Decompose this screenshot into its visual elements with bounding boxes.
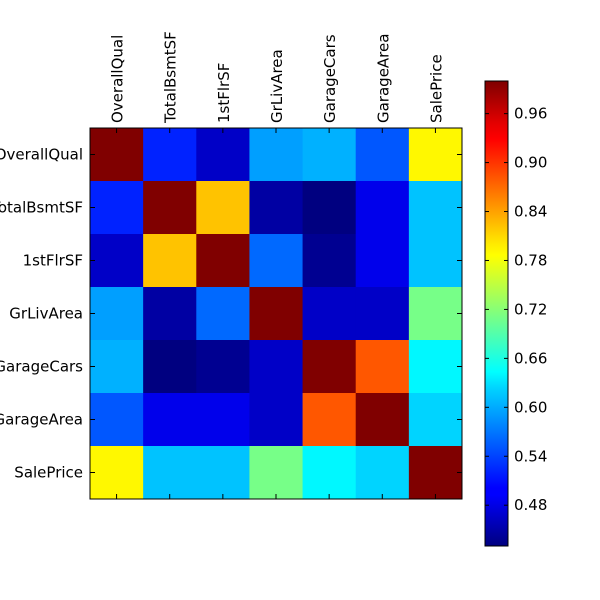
colorbar-ticks: 0.48 0.54 0.60 0.66 0.72 0.78 0.84 0.90 0.96 bbox=[485, 105, 547, 514]
heatmap-cell-5-2 bbox=[196, 393, 250, 447]
y-tick-label-3: GrLivArea bbox=[9, 305, 83, 323]
heatmap-cell-3-5 bbox=[355, 287, 410, 341]
y-tick-label-6: SalePrice bbox=[14, 464, 83, 482]
y-tick-label-0: OverallQual bbox=[0, 146, 83, 164]
heatmap-cell-4-0 bbox=[90, 340, 144, 394]
y-axis-ticks: OverallQual TotalBsmtSF 1stFlrSF GrLivArea G… bbox=[0, 146, 462, 482]
heatmap-cell-3-6 bbox=[408, 287, 463, 341]
heatmap-cell-5-4 bbox=[302, 393, 357, 447]
heatmap-cell-1-5 bbox=[355, 181, 410, 235]
heatmap-cell-5-5 bbox=[355, 393, 410, 447]
heatmap-cell-2-1 bbox=[143, 234, 197, 288]
heatmap-cell-4-1 bbox=[143, 340, 197, 394]
heatmap-cell-3-2 bbox=[196, 287, 250, 341]
colorbar-gradient bbox=[484, 80, 509, 547]
colorbar-tick-label-3: 0.66 bbox=[514, 349, 547, 367]
colorbar-tick-label-8: 0.96 bbox=[514, 105, 547, 123]
heatmap-cell-6-3 bbox=[249, 446, 304, 500]
y-tick-label-2: 1stFlrSF bbox=[23, 252, 83, 270]
y-tick-label-1: TotalBsmtSF bbox=[0, 199, 83, 217]
colorbar-tick-label-2: 0.60 bbox=[514, 398, 547, 416]
y-tick-label-4: GarageCars bbox=[0, 358, 83, 376]
heatmap-cell-6-0 bbox=[90, 446, 144, 500]
heatmap-cell-3-4 bbox=[302, 287, 357, 341]
heatmap-cell-0-2 bbox=[196, 128, 250, 182]
colorbar-tick-label-7: 0.90 bbox=[514, 154, 547, 172]
heatmap-cell-2-2 bbox=[196, 234, 250, 288]
heatmap-cell-1-4 bbox=[302, 181, 357, 235]
x-tick-label-1: TotalBsmtSF bbox=[162, 31, 180, 124]
heatmap-cell-4-6 bbox=[408, 340, 463, 394]
heatmap-cell-4-4 bbox=[302, 340, 357, 394]
x-tick-label-4: GarageCars bbox=[321, 34, 339, 123]
x-tick-label-5: GarageArea bbox=[374, 34, 392, 123]
heatmap-cell-5-0 bbox=[90, 393, 144, 447]
colorbar-tick-label-0: 0.48 bbox=[514, 496, 547, 514]
heatmap-cell-6-5 bbox=[355, 446, 410, 500]
heatmap-cell-5-1 bbox=[143, 393, 197, 447]
heatmap-cell-5-3 bbox=[249, 393, 304, 447]
heatmap-cell-6-1 bbox=[143, 446, 197, 500]
colorbar-tick-label-6: 0.84 bbox=[514, 203, 547, 221]
heatmap-cell-1-0 bbox=[90, 181, 144, 235]
heatmap-cell-0-3 bbox=[249, 128, 304, 182]
heatmap-cell-2-0 bbox=[90, 234, 144, 288]
heatmap-cell-1-1 bbox=[143, 181, 197, 235]
x-tick-label-3: GrLivArea bbox=[268, 49, 286, 123]
heatmap-cell-6-6 bbox=[408, 446, 463, 500]
colorbar-tick-label-5: 0.78 bbox=[514, 251, 547, 269]
heatmap-cell-2-3 bbox=[249, 234, 304, 288]
heatmap-cell-4-5 bbox=[355, 340, 410, 394]
colorbar: 0.48 0.54 0.60 0.66 0.72 0.78 0.84 0.90 0.96 bbox=[484, 80, 547, 547]
heatmap-cell-3-0 bbox=[90, 287, 144, 341]
heatmap-cell-1-6 bbox=[408, 181, 463, 235]
heatmap-cell-6-2 bbox=[196, 446, 250, 500]
heatmap-cell-0-6 bbox=[408, 128, 463, 182]
x-axis-ticks: OverallQual TotalBsmtSF 1stFlrSF GrLivArea G… bbox=[109, 31, 445, 499]
heatmap-cell-1-3 bbox=[249, 181, 304, 235]
heatmap-cell-2-5 bbox=[355, 234, 410, 288]
heatmap-cell-2-4 bbox=[302, 234, 357, 288]
colorbar-tick-label-4: 0.72 bbox=[514, 300, 547, 318]
heatmap-cell-0-4 bbox=[302, 128, 357, 182]
x-tick-label-2: 1stFlrSF bbox=[215, 63, 233, 123]
x-tick-label-0: OverallQual bbox=[109, 35, 127, 123]
heatmap-cell-4-2 bbox=[196, 340, 250, 394]
x-tick-label-6: SalePrice bbox=[427, 54, 445, 123]
y-tick-label-5: GarageArea bbox=[0, 411, 83, 429]
heatmap-cells bbox=[90, 128, 463, 500]
heatmap-cell-0-5 bbox=[355, 128, 410, 182]
colorbar-tick-label-1: 0.54 bbox=[514, 447, 547, 465]
heatmap-cell-4-3 bbox=[249, 340, 304, 394]
heatmap-cell-0-1 bbox=[143, 128, 197, 182]
heatmap-cell-3-3 bbox=[249, 287, 304, 341]
heatmap-cell-5-6 bbox=[408, 393, 463, 447]
heatmap-cell-6-4 bbox=[302, 446, 357, 500]
heatmap-cell-1-2 bbox=[196, 181, 250, 235]
heatmap-cell-0-0 bbox=[90, 128, 144, 182]
heatmap-cell-2-6 bbox=[408, 234, 463, 288]
heatmap-cell-3-1 bbox=[143, 287, 197, 341]
